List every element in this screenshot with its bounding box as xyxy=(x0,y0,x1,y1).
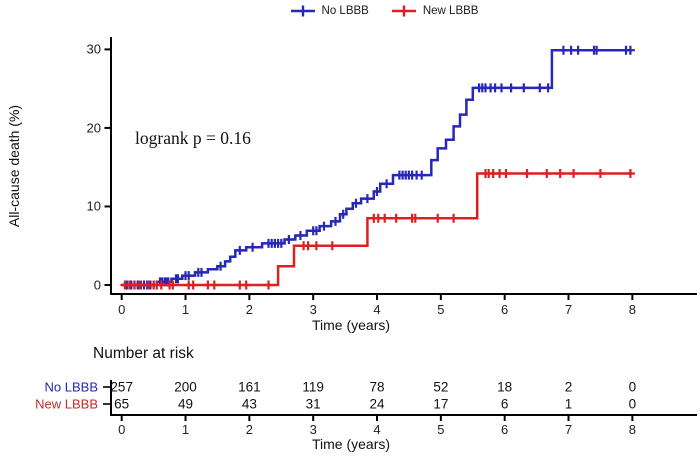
x-tick-label: 7 xyxy=(564,302,573,317)
x-tick-label: 4 xyxy=(373,302,381,317)
legend-item-new-lbbb: New LBBB xyxy=(391,5,479,17)
risk-x-tick-label: 6 xyxy=(501,422,509,437)
risk-count: 119 xyxy=(302,379,324,395)
risk-row-label-no-lbbb: No LBBB xyxy=(44,379,98,395)
risk-count: 24 xyxy=(369,396,385,412)
legend: No LBBB New LBBB xyxy=(0,5,700,17)
risk-x-tick-label: 1 xyxy=(181,422,190,437)
risk-x-tick-label: 7 xyxy=(564,422,573,437)
risk-count: 18 xyxy=(497,379,513,395)
risk-count: 257 xyxy=(110,379,133,395)
risk-count: 65 xyxy=(114,396,130,412)
logrank-annotation: logrank p = 0.16 xyxy=(135,128,251,148)
risk-count: 0 xyxy=(628,396,637,412)
legend-key-plus-icon xyxy=(290,5,315,17)
risk-count: 0 xyxy=(628,379,637,395)
risk-x-tick-label: 0 xyxy=(118,422,126,437)
x-tick-label: 6 xyxy=(501,302,509,317)
risk-count: 17 xyxy=(433,396,449,412)
legend-label-no-lbbb: No LBBB xyxy=(321,5,369,17)
risk-x-tick-label: 2 xyxy=(245,422,253,437)
risk-x-tick-label: 8 xyxy=(628,422,636,437)
x-tick-label: 2 xyxy=(245,302,253,317)
risk-x-tick-label: 4 xyxy=(373,422,381,437)
risk-count: 31 xyxy=(305,396,321,412)
risk-x-tick-label: 5 xyxy=(437,422,445,437)
x-tick-label: 5 xyxy=(437,302,445,317)
y-tick-label: 0 xyxy=(93,277,101,293)
risk-count: 161 xyxy=(238,379,261,395)
risk-count: 1 xyxy=(564,396,573,412)
risk-x-axis-title: Time (years) xyxy=(311,436,391,452)
legend-label-new-lbbb: New LBBB xyxy=(422,5,479,17)
risk-count: 78 xyxy=(369,379,385,395)
y-tick-label: 10 xyxy=(86,198,101,214)
risk-x-tick-label: 3 xyxy=(309,422,317,437)
x-axis-title: Time (years) xyxy=(311,317,391,333)
risk-count: 52 xyxy=(433,379,449,395)
y-tick-label: 30 xyxy=(86,41,101,57)
risk-table-title: Number at risk xyxy=(93,345,194,362)
risk-row-label-new-lbbb: New LBBB xyxy=(35,396,98,412)
legend-item-no-lbbb: No LBBB xyxy=(290,5,369,17)
x-tick-label: 3 xyxy=(309,302,317,317)
x-tick-label: 1 xyxy=(181,302,190,317)
risk-count: 49 xyxy=(178,396,194,412)
risk-count: 6 xyxy=(500,396,509,412)
x-tick-label: 0 xyxy=(118,302,126,317)
x-tick-label: 8 xyxy=(628,302,636,317)
risk-count: 2 xyxy=(564,379,573,395)
risk-count: 200 xyxy=(174,379,197,395)
risk-count: 43 xyxy=(241,396,257,412)
y-tick-label: 20 xyxy=(86,120,101,136)
y-axis-title: All-cause death (%) xyxy=(6,104,22,228)
legend-key-plus-icon xyxy=(391,5,416,17)
